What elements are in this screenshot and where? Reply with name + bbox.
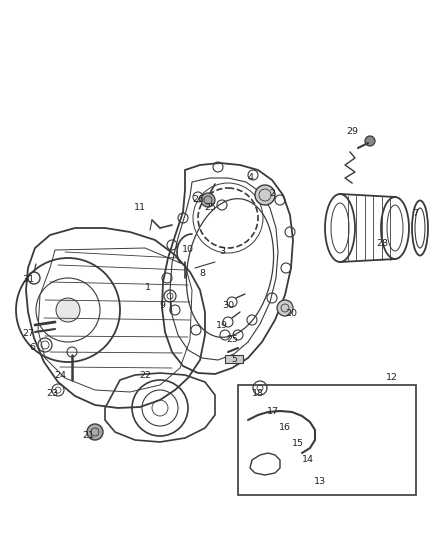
Text: 18: 18 <box>252 389 264 398</box>
Circle shape <box>277 300 293 316</box>
Circle shape <box>87 424 103 440</box>
Text: 10: 10 <box>182 246 194 254</box>
Text: 22: 22 <box>139 370 151 379</box>
Bar <box>238 385 416 495</box>
Text: 26: 26 <box>192 196 204 205</box>
Text: 13: 13 <box>314 478 326 487</box>
Text: 11: 11 <box>134 204 146 213</box>
Text: 25: 25 <box>226 335 238 344</box>
Circle shape <box>201 193 215 207</box>
Text: 21: 21 <box>82 431 94 440</box>
Text: 28: 28 <box>376 238 388 247</box>
Text: 2: 2 <box>269 189 275 198</box>
Text: 1: 1 <box>145 284 151 293</box>
Text: 30: 30 <box>222 301 234 310</box>
Text: 17: 17 <box>267 408 279 416</box>
Text: 29: 29 <box>346 127 358 136</box>
Text: 6: 6 <box>29 343 35 352</box>
Text: 5: 5 <box>231 356 237 365</box>
Text: 27: 27 <box>22 328 34 337</box>
Circle shape <box>255 185 275 205</box>
Text: 12: 12 <box>386 373 398 382</box>
Text: 24: 24 <box>54 370 66 379</box>
Text: 23: 23 <box>46 389 58 398</box>
Text: 7: 7 <box>412 208 418 217</box>
Text: 8: 8 <box>199 270 205 279</box>
Text: 20: 20 <box>285 309 297 318</box>
Text: 19: 19 <box>216 320 228 329</box>
Text: 14: 14 <box>302 455 314 464</box>
Text: 31: 31 <box>22 276 34 285</box>
Circle shape <box>56 298 80 322</box>
Text: 15: 15 <box>292 439 304 448</box>
Bar <box>225 355 243 363</box>
Text: 16: 16 <box>279 424 291 432</box>
Text: 25: 25 <box>204 203 216 212</box>
Circle shape <box>365 136 375 146</box>
Text: 4: 4 <box>247 174 253 182</box>
Text: 9: 9 <box>159 302 165 311</box>
Text: 3: 3 <box>219 247 225 256</box>
